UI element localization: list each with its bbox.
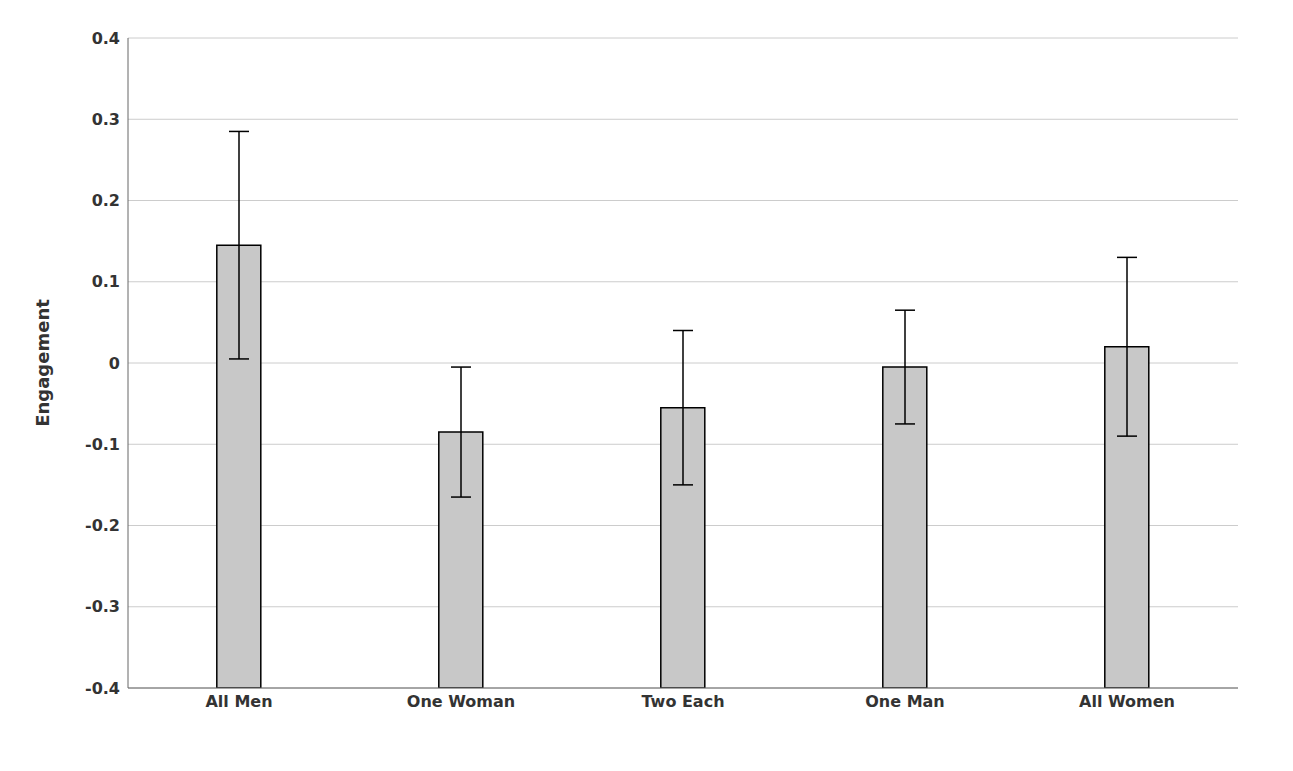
svg-text:0: 0 (109, 354, 120, 373)
svg-text:All Men: All Men (205, 692, 272, 711)
svg-text:One Woman: One Woman (407, 692, 515, 711)
svg-text:0.1: 0.1 (92, 272, 120, 291)
svg-text:-0.3: -0.3 (85, 597, 120, 616)
svg-text:Two Each: Two Each (641, 692, 724, 711)
svg-text:0.4: 0.4 (92, 29, 120, 48)
svg-text:One Man: One Man (865, 692, 945, 711)
svg-text:-0.4: -0.4 (85, 679, 120, 698)
svg-text:All Women: All Women (1079, 692, 1175, 711)
svg-text:-0.1: -0.1 (85, 435, 120, 454)
svg-text:-0.2: -0.2 (85, 516, 120, 535)
svg-text:0.3: 0.3 (92, 110, 120, 129)
svg-text:0.2: 0.2 (92, 191, 120, 210)
svg-text:Engagement: Engagement (32, 299, 53, 427)
